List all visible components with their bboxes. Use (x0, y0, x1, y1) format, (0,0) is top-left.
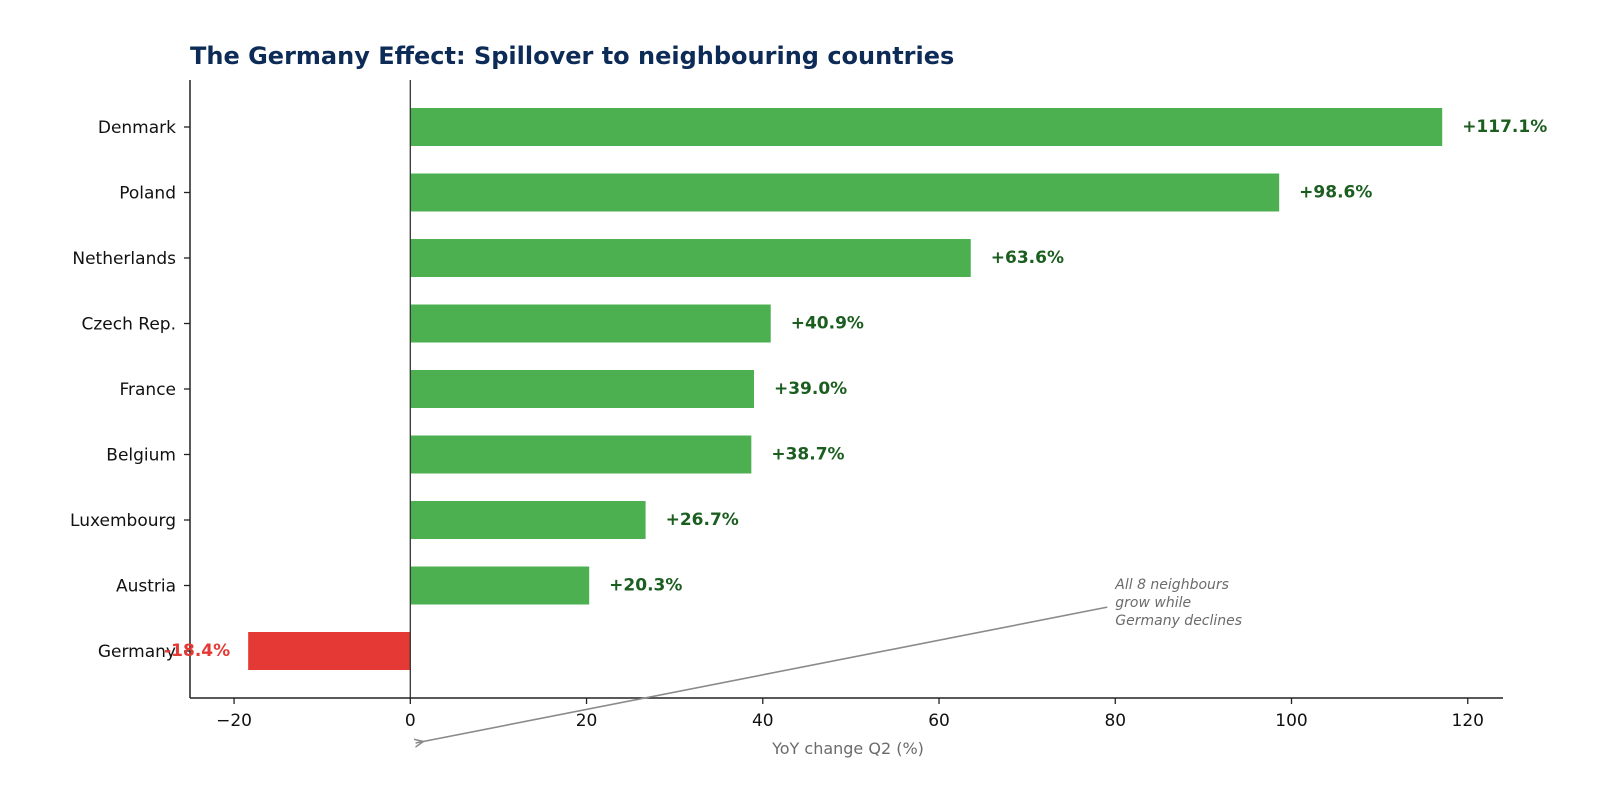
category-label: Luxembourg (70, 511, 176, 531)
x-tick-label: 80 (1104, 711, 1126, 731)
plot-area: −20 0 20 40 60 80 100 120 Denmark Poland Netherlan… (70, 80, 1547, 743)
bar-netherlands (410, 239, 971, 277)
category-label: Austria (116, 577, 176, 597)
x-tick-label: 20 (576, 711, 598, 731)
category-label: Belgium (106, 446, 176, 466)
category-label: France (119, 380, 176, 400)
data-label: +63.6% (991, 248, 1064, 268)
x-tick-label: −20 (216, 711, 252, 731)
x-tick-label: 60 (928, 711, 950, 731)
data-label: +117.1% (1462, 117, 1547, 137)
bar-belgium (410, 435, 752, 474)
data-label: -18.4% (164, 641, 230, 661)
x-tick-label: 40 (752, 711, 774, 731)
data-label: +26.7% (666, 510, 739, 530)
bar-poland (410, 173, 1280, 212)
data-label: +98.6% (1299, 183, 1372, 203)
bar-austria (410, 566, 590, 605)
bar-czech-rep (410, 304, 771, 343)
x-tick-label: 0 (405, 711, 416, 731)
bar-luxembourg (410, 501, 646, 539)
x-tick-label: 100 (1275, 711, 1307, 731)
chart-title: The Germany Effect: Spillover to neighbo… (190, 42, 954, 70)
x-axis-label: YoY change Q2 (%) (771, 739, 924, 758)
category-label: Netherlands (72, 249, 176, 269)
data-label: +20.3% (609, 576, 682, 596)
bar-germany (248, 632, 411, 670)
category-label: Poland (119, 184, 176, 204)
category-label: Czech Rep. (82, 315, 176, 335)
bar-france (410, 370, 754, 408)
data-label: +40.9% (791, 314, 864, 334)
x-tick-label: 120 (1452, 711, 1484, 731)
bar-denmark (410, 108, 1443, 146)
data-label: +38.7% (771, 445, 844, 465)
category-label: Germany (98, 642, 176, 662)
annotation-text: All 8 neighbours (1114, 577, 1229, 593)
annotation-text: Germany declines (1115, 613, 1242, 629)
data-label: +39.0% (774, 379, 847, 399)
annotation-arrow (416, 606, 1108, 743)
category-label: Denmark (98, 118, 176, 138)
annotation-text: grow while (1115, 595, 1191, 611)
